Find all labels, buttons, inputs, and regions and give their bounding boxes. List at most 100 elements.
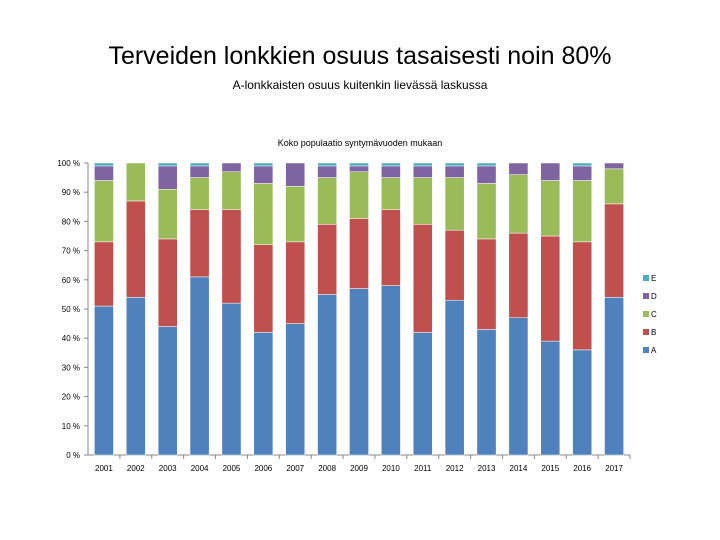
bar-segment-c bbox=[189, 177, 210, 210]
bar-segment-d bbox=[381, 165, 401, 178]
bar-segment-b bbox=[540, 235, 561, 342]
bar-segment-e bbox=[253, 162, 274, 167]
x-tick-label: 2016 bbox=[573, 464, 591, 473]
x-tick-label: 2017 bbox=[605, 464, 623, 473]
bar-segment-a bbox=[349, 288, 369, 456]
legend-label-e: E bbox=[651, 274, 656, 283]
bar-segment-c bbox=[349, 171, 369, 219]
bar-segment-e bbox=[572, 162, 592, 167]
bar-segment-d bbox=[221, 162, 242, 173]
bar-segment-d bbox=[157, 165, 178, 190]
bar-segment-a bbox=[94, 305, 114, 456]
y-tick-label: 50 % bbox=[62, 305, 80, 314]
bar-segment-e bbox=[157, 162, 178, 167]
bar-segment-b bbox=[572, 241, 592, 351]
bar-segment-c bbox=[540, 180, 561, 237]
bar-segment-b bbox=[253, 244, 274, 333]
x-tick-label: 2001 bbox=[95, 464, 113, 473]
x-tick-label: 2009 bbox=[350, 464, 368, 473]
bar-segment-a bbox=[412, 332, 433, 456]
bar-segment-c bbox=[157, 189, 178, 240]
bar-segment-d bbox=[476, 165, 497, 184]
bar-segment-a bbox=[126, 297, 146, 456]
bar-segment-a bbox=[285, 323, 306, 456]
x-tick-label: 2006 bbox=[254, 464, 272, 473]
x-tick-label: 2007 bbox=[286, 464, 304, 473]
x-tick-label: 2012 bbox=[446, 464, 464, 473]
bar-segment-e bbox=[317, 162, 337, 167]
bar-segment-d bbox=[540, 162, 561, 181]
y-tick-label: 20 % bbox=[62, 393, 80, 402]
bar-segment-b bbox=[317, 224, 337, 295]
y-tick-label: 80 % bbox=[62, 217, 80, 226]
bar-segment-d bbox=[349, 165, 369, 173]
bar-segment-e bbox=[381, 162, 401, 167]
bar-segment-b bbox=[444, 229, 465, 301]
bar-segment-d bbox=[189, 165, 210, 178]
x-tick-label: 2011 bbox=[414, 464, 432, 473]
bar-segment-b bbox=[381, 209, 401, 286]
y-tick-label: 90 % bbox=[62, 188, 80, 197]
bar-segment-a bbox=[444, 299, 465, 456]
bar-segment-a bbox=[157, 326, 178, 456]
bar-segment-e bbox=[476, 162, 497, 167]
bar-segment-a bbox=[189, 276, 210, 456]
x-tick-label: 2013 bbox=[478, 464, 496, 473]
legend-swatch-d bbox=[643, 293, 649, 299]
bar-segment-e bbox=[189, 162, 210, 167]
bar-segment-c bbox=[94, 180, 114, 243]
bar-segment-a bbox=[381, 285, 401, 456]
bar-segment-b bbox=[285, 241, 306, 324]
bar-segment-a bbox=[572, 349, 592, 456]
y-tick-label: 40 % bbox=[62, 334, 80, 343]
x-tick-label: 2004 bbox=[191, 464, 209, 473]
bar-segment-b bbox=[604, 203, 624, 298]
bar-segment-d bbox=[444, 165, 465, 178]
y-tick-label: 60 % bbox=[62, 276, 80, 285]
slide-title: Terveiden lonkkien osuus tasaisesti noin… bbox=[108, 42, 612, 70]
bar-segment-b bbox=[157, 238, 178, 327]
x-tick-label: 2014 bbox=[510, 464, 528, 473]
bar-segment-c bbox=[444, 177, 465, 231]
bar-segment-e bbox=[349, 162, 369, 167]
legend-label-b: B bbox=[651, 328, 656, 337]
bar-segment-d bbox=[317, 165, 337, 178]
bar-segment-d bbox=[285, 162, 306, 187]
bar-segment-c bbox=[412, 177, 433, 225]
legend-swatch-a bbox=[643, 347, 649, 353]
bar-segment-e bbox=[412, 162, 433, 167]
bar-segment-d bbox=[604, 162, 624, 170]
x-tick-label: 2003 bbox=[159, 464, 177, 473]
bar-segment-c bbox=[476, 183, 497, 240]
x-tick-label: 2010 bbox=[382, 464, 400, 473]
x-tick-label: 2008 bbox=[318, 464, 336, 473]
bar-segment-c bbox=[604, 168, 624, 205]
x-tick-label: 2005 bbox=[223, 464, 241, 473]
bar-segment-b bbox=[508, 232, 529, 319]
y-tick-label: 100 % bbox=[57, 159, 80, 168]
bar-segment-c bbox=[572, 180, 592, 243]
bar-segment-d bbox=[572, 165, 592, 181]
x-tick-label: 2002 bbox=[127, 464, 145, 473]
bar-segment-a bbox=[317, 294, 337, 456]
y-tick-label: 30 % bbox=[62, 363, 80, 372]
bar-segment-b bbox=[221, 209, 242, 304]
bar-segment-c bbox=[253, 183, 274, 246]
bar-segment-b bbox=[349, 218, 369, 289]
bar-segment-c bbox=[508, 174, 529, 234]
bar-segment-a bbox=[476, 329, 497, 456]
bar-segment-b bbox=[94, 241, 114, 307]
bar-segment-c bbox=[221, 171, 242, 210]
bar-segment-a bbox=[540, 340, 561, 456]
bar-segment-e bbox=[94, 162, 114, 167]
bar-segment-c bbox=[126, 162, 146, 202]
y-tick-label: 0 % bbox=[66, 451, 80, 460]
bar-segment-d bbox=[253, 165, 274, 184]
bar-segment-d bbox=[412, 165, 433, 178]
legend-swatch-c bbox=[643, 311, 649, 317]
y-tick-label: 10 % bbox=[62, 422, 80, 431]
bar-segment-a bbox=[253, 332, 274, 456]
legend-label-a: A bbox=[651, 346, 657, 355]
legend-swatch-e bbox=[643, 275, 649, 281]
bar-segment-b bbox=[412, 224, 433, 333]
